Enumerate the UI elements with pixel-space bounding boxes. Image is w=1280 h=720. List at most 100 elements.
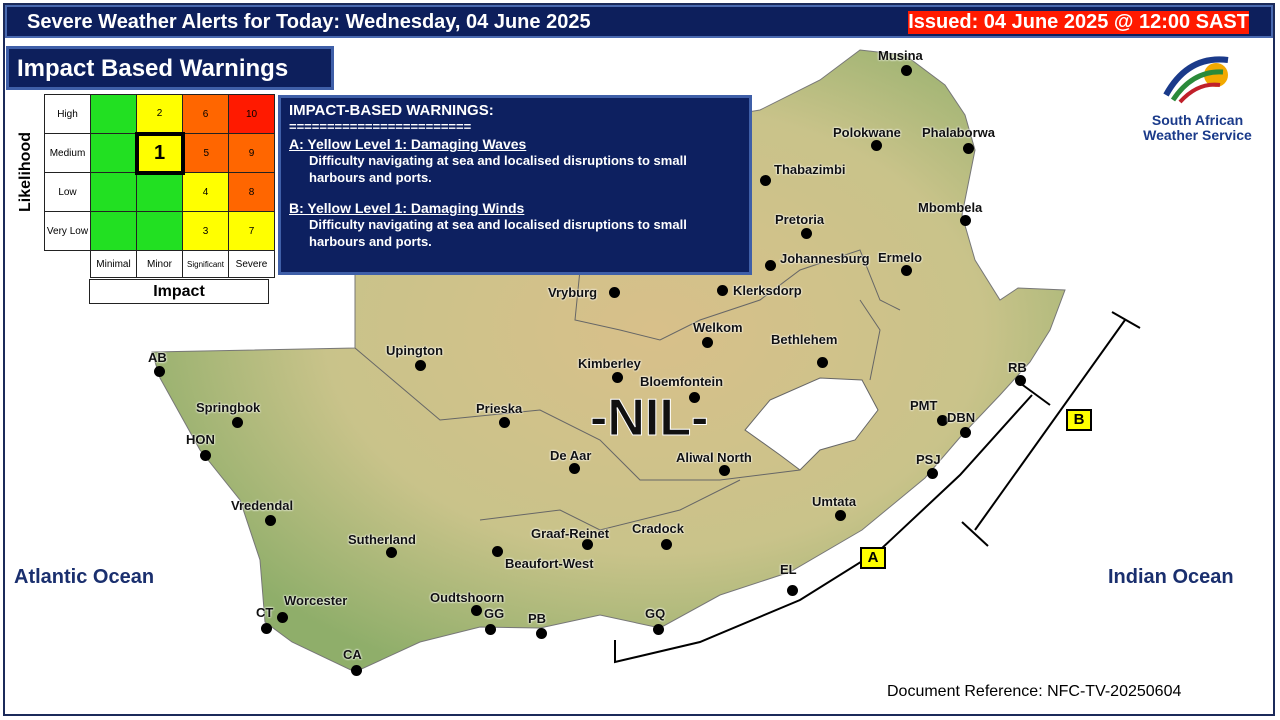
warnings-divider: ======================== — [289, 119, 472, 134]
city-label: Cradock — [632, 521, 685, 536]
city-label: Bethlehem — [771, 332, 838, 347]
warning-line-b — [961, 311, 1141, 547]
likelihood-row-label: Medium — [44, 133, 91, 173]
saws-logo: South African Weather Service — [1130, 50, 1265, 143]
city-label: CT — [256, 605, 274, 620]
city-marker — [661, 539, 672, 550]
matrix-corner — [45, 251, 91, 278]
zone-label-b[interactable]: B — [1066, 409, 1092, 431]
city-label: Ermelo — [878, 250, 923, 265]
city-label: AB — [148, 350, 167, 365]
city-marker — [937, 415, 948, 426]
header-bar: Severe Weather Alerts for Today: Wednesd… — [5, 5, 1273, 38]
city-label: Vryburg — [548, 285, 598, 300]
city-marker — [569, 463, 580, 474]
likelihood-axis: Likelihood — [8, 94, 44, 249]
city-marker — [871, 140, 882, 151]
city-label: Beaufort-West — [505, 556, 594, 571]
city-label: Polokwane — [833, 125, 901, 140]
city-marker — [265, 515, 276, 526]
city-marker — [963, 143, 974, 154]
city-marker — [960, 215, 971, 226]
city-label: Bloemfontein — [640, 374, 724, 389]
risk-cell: 10 — [228, 94, 275, 134]
selected-cell: 1 — [134, 131, 185, 175]
risk-matrix: High 2 6 10 Medium 1 5 9 Low 4 8 Very Low 3 7 Minimal M… — [44, 94, 275, 278]
city-marker — [277, 612, 288, 623]
city-label: GG — [484, 606, 505, 621]
warning-a-desc: Difficulty navigating at sea and localis… — [309, 153, 687, 185]
city-marker — [927, 468, 938, 479]
city-marker — [653, 624, 664, 635]
city-label: Pretoria — [775, 212, 825, 227]
city-marker — [801, 228, 812, 239]
impact-column-label: Significant — [182, 250, 229, 278]
city-marker — [760, 175, 771, 186]
city-label: DBN — [947, 410, 976, 425]
city-marker — [787, 585, 798, 596]
likelihood-label: Likelihood — [17, 131, 34, 212]
city-marker — [232, 417, 243, 428]
nil-status: -NIL- — [589, 389, 709, 447]
risk-cell — [90, 133, 137, 173]
city-label: Upington — [386, 343, 444, 358]
city-marker — [386, 547, 397, 558]
city-marker — [817, 357, 828, 368]
warning-line-a — [614, 382, 1051, 664]
risk-cell: 3 — [182, 211, 229, 251]
city-marker — [499, 417, 510, 428]
city-marker — [1015, 375, 1026, 386]
city-marker — [835, 510, 846, 521]
risk-cell: 2 — [136, 94, 183, 134]
risk-cell: 8 — [228, 172, 275, 212]
city-label: Umtata — [812, 494, 857, 509]
city-label: Musina — [878, 48, 923, 63]
city-label: Johannesburg — [780, 251, 870, 266]
likelihood-row-label: Low — [44, 172, 91, 212]
warning-a-heading: A: Yellow Level 1: Damaging Waves — [289, 136, 527, 152]
city-label: Aliwal North — [676, 450, 752, 465]
city-marker — [485, 624, 496, 635]
city-label: EL — [780, 562, 797, 577]
city-label: HON — [186, 432, 215, 447]
warning-b-desc: Difficulty navigating at sea and localis… — [309, 217, 687, 249]
warnings-box: IMPACT-BASED WARNINGS: =================… — [278, 95, 752, 275]
city-label: Welkom — [693, 320, 743, 335]
city-marker — [612, 372, 623, 383]
risk-cell — [90, 172, 137, 212]
city-marker — [901, 265, 912, 276]
city-marker — [536, 628, 547, 639]
city-label: Thabazimbi — [774, 162, 846, 177]
indian-ocean-label: Indian Ocean — [1108, 566, 1234, 588]
risk-cell: 5 — [182, 133, 229, 173]
city-label: Worcester — [284, 593, 348, 608]
risk-cell — [90, 94, 137, 134]
city-label: Oudtshoorn — [430, 590, 505, 605]
city-label: RB — [1008, 360, 1027, 375]
impact-label: Impact — [89, 279, 269, 304]
city-marker — [582, 539, 593, 550]
issued-time: Issued: 04 June 2025 @ 12:00 SAST — [908, 11, 1249, 34]
city-marker — [471, 605, 482, 616]
city-marker — [415, 360, 426, 371]
city-marker — [154, 366, 165, 377]
city-label: De Aar — [550, 448, 592, 463]
risk-cell — [136, 172, 183, 212]
likelihood-row-label: Very Low — [44, 211, 91, 251]
document-reference: Document Reference: NFC-TV-20250604 — [887, 683, 1182, 700]
city-label: Vredendal — [231, 498, 294, 513]
header-title: Severe Weather Alerts for Today: Wednesd… — [27, 11, 591, 33]
risk-cell: 7 — [228, 211, 275, 251]
risk-cell — [136, 211, 183, 251]
panel-title: Impact Based Warnings — [6, 46, 334, 90]
city-label: Sutherland — [348, 532, 416, 547]
saws-logo-icon — [1162, 56, 1228, 104]
risk-cell: 4 — [182, 172, 229, 212]
province-borders — [354, 249, 901, 531]
zone-label-a[interactable]: A — [860, 547, 886, 569]
city-label: Mbombela — [918, 200, 983, 215]
risk-cell: 9 — [228, 133, 275, 173]
city-marker — [492, 546, 503, 557]
city-label: CA — [343, 647, 362, 662]
city-marker — [351, 665, 362, 676]
